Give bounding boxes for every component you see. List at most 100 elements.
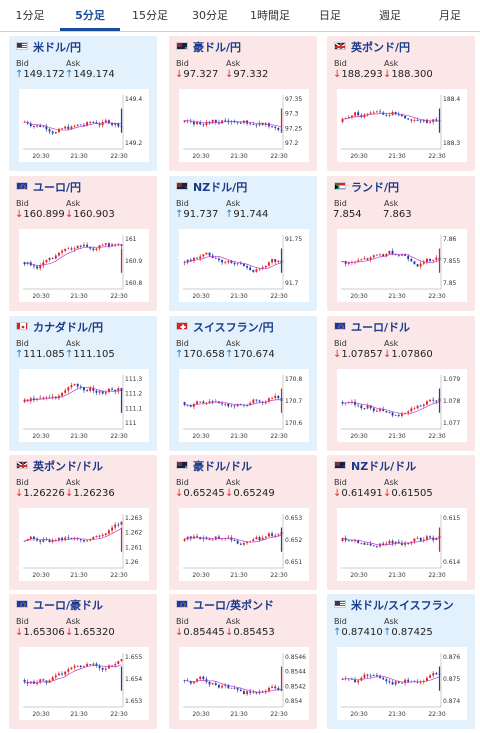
- candle-body: [385, 114, 388, 116]
- price-chart[interactable]: 161 160.9 160.8 20:30 21:30 22:30: [19, 229, 149, 302]
- candle-body: [382, 254, 385, 257]
- candle-body: [413, 120, 416, 121]
- candle-body: [366, 113, 369, 115]
- candle-body: [236, 540, 239, 544]
- x-tick-label: 20:30: [350, 153, 367, 160]
- currency-pair-name[interactable]: ユーロ/ドル: [351, 321, 411, 334]
- currency-pair-name[interactable]: ランド/円: [351, 181, 400, 194]
- currency-card[interactable]: スイスフラン/円 Bid Ask ↑170.658 ↑170.674 170.8 170.7…: [169, 316, 317, 451]
- tab-3[interactable]: 30分足: [192, 9, 228, 22]
- candle-body: [376, 111, 378, 113]
- candle-body: [208, 401, 211, 403]
- price-chart[interactable]: 0.615 0.614 20:30 21:30 22:30: [337, 508, 467, 581]
- currency-pair-name[interactable]: ユーロ/豪ドル: [33, 599, 104, 612]
- price-chart[interactable]: 0.876 0.875 0.874 20:30 21:30 22:30: [337, 647, 467, 720]
- candle-body: [255, 537, 258, 540]
- price-chart[interactable]: 91.75 91.7 20:30 21:30 22:30: [179, 229, 309, 302]
- price-chart[interactable]: 188.4 188.3 20:30 21:30 22:30: [337, 89, 467, 162]
- candle-body: [258, 122, 261, 126]
- candle-body: [341, 261, 344, 262]
- currency-pair-name[interactable]: ユーロ/円: [33, 181, 82, 194]
- candle-body: [271, 397, 273, 399]
- ask-value: ↑0.87425: [383, 627, 433, 638]
- currency-card[interactable]: ユーロ/豪ドル Bid Ask ↓1.65306 ↓1.65320 1.655 1.654 1…: [9, 594, 157, 729]
- tab-5[interactable]: 日足: [319, 9, 341, 22]
- flag-us-icon: [16, 42, 28, 50]
- candle-body: [36, 398, 38, 400]
- currency-card[interactable]: 豪ドル/円 Bid Ask ↓97.327 ↓97.332 97.35 97.3 97.25 9…: [169, 36, 317, 171]
- price-chart[interactable]: 0.653 0.652 0.651 20:30 21:30 22:30: [179, 508, 309, 581]
- y-tick-label: 91.7: [285, 280, 299, 287]
- price-chart[interactable]: 0.8546 0.8544 0.8542 0.854 20:30 21:30 22:30: [179, 647, 309, 720]
- candle-body: [274, 686, 277, 689]
- y-tick-label: 188.3: [443, 140, 460, 147]
- candle-body: [202, 401, 205, 404]
- ask-label: Ask: [66, 59, 81, 68]
- candle-body: [42, 126, 45, 128]
- currency-pair-name[interactable]: 英ポンド/円: [351, 41, 411, 54]
- currency-card[interactable]: ランド/円 Bid Ask 7.854 7.863 7.86 7.855 7.85 20:30 2…: [327, 176, 475, 311]
- price-chart[interactable]: 111.3 111.2 111.1 111 20:30 21:30 22:30: [19, 369, 149, 442]
- y-tick-label: 0.614: [443, 559, 460, 566]
- currency-card[interactable]: 英ポンド/円 Bid Ask ↓188.293 ↓188.300 188.4 188.3 20…: [327, 36, 475, 171]
- candle-body: [199, 401, 202, 403]
- candle-body: [274, 395, 277, 398]
- currency-card[interactable]: 豪ドル/ドル Bid Ask ↓0.65245 ↓0.65249 0.653 0.652 0.…: [169, 455, 317, 590]
- price-chart[interactable]: 149.4 149.2 20:30 21:30 22:30: [19, 89, 149, 162]
- currency-pair-name[interactable]: NZドル/ドル: [351, 460, 417, 473]
- x-tick-label: 21:30: [388, 711, 405, 718]
- currency-card[interactable]: 米ドル/スイスフラン Bid Ask ↑0.87410 ↑0.87425 0.876 0.8…: [327, 594, 475, 729]
- price-chart[interactable]: 1.263 1.262 1.261 1.26 20:30 21:30 22:30: [19, 508, 149, 581]
- candle-body: [385, 410, 388, 413]
- price-chart[interactable]: 170.8 170.7 170.6 20:30 21:30 22:30: [179, 369, 309, 442]
- currency-card[interactable]: 米ドル/円 Bid Ask ↑149.172 ↑149.174 149.4 149.2 20:…: [9, 36, 157, 171]
- tab-1[interactable]: 5分足: [60, 0, 120, 31]
- candle-body: [379, 409, 381, 411]
- currency-card[interactable]: NZドル/ドル Bid Ask ↓0.61491 ↓0.61505 0.615 0.614 2…: [327, 455, 475, 590]
- ask-value: ↑111.105: [65, 349, 115, 360]
- candle-body: [410, 119, 413, 121]
- currency-card[interactable]: ユーロ/ドル Bid Ask ↓1.07857 ↓1.07860 1.079 1.078 1.…: [327, 316, 475, 451]
- candle-body: [67, 387, 70, 391]
- tab-0[interactable]: 1分足: [15, 9, 45, 22]
- currency-card[interactable]: カナダドル/円 Bid Ask ↑111.085 ↑111.105 111.3 111.2 1…: [9, 316, 157, 451]
- price-chart[interactable]: 7.86 7.855 7.85 20:30 21:30 22:30: [337, 229, 467, 302]
- x-tick-label: 21:30: [388, 433, 405, 440]
- currency-card[interactable]: ユーロ/円 Bid Ask ↓160.899 ↓160.903 161 160.9 160.8…: [9, 176, 157, 311]
- currency-pair-name[interactable]: 豪ドル/ドル: [193, 460, 253, 473]
- candle-body: [252, 539, 255, 542]
- currency-pair-name[interactable]: 英ポンド/ドル: [33, 460, 104, 473]
- currency-card[interactable]: 英ポンド/ドル Bid Ask ↓1.26226 ↓1.26236 1.263 1.262 1…: [9, 455, 157, 590]
- candle-body: [218, 258, 220, 261]
- candle-body: [230, 260, 233, 264]
- moving-average-line: [24, 527, 122, 542]
- candle-body: [271, 686, 273, 688]
- currency-pair-name[interactable]: スイスフラン/円: [193, 321, 274, 334]
- currency-pair-name[interactable]: NZドル/円: [193, 181, 248, 194]
- currency-pair-name[interactable]: ユーロ/英ポンド: [193, 599, 275, 612]
- candle-body: [189, 405, 192, 407]
- currency-pair-name[interactable]: 米ドル/スイスフラン: [351, 599, 454, 612]
- candle-body: [357, 260, 360, 262]
- currency-pair-name[interactable]: カナダドル/円: [33, 321, 104, 334]
- price-chart[interactable]: 97.35 97.3 97.25 97.2 20:30 21:30 22:30: [179, 89, 309, 162]
- currency-pair-name[interactable]: 豪ドル/円: [193, 41, 242, 54]
- currency-card[interactable]: ユーロ/英ポンド Bid Ask ↓0.85445 ↓0.85453 0.8546 0.85…: [169, 594, 317, 729]
- currency-pair-name[interactable]: 米ドル/円: [33, 41, 82, 54]
- tab-4[interactable]: 1時間足: [250, 9, 290, 22]
- tab-7[interactable]: 月足: [439, 9, 461, 22]
- tab-6[interactable]: 週足: [379, 9, 401, 22]
- moving-average-line: [24, 244, 122, 266]
- candle-body: [230, 405, 233, 407]
- candle-body: [357, 680, 360, 683]
- price-chart[interactable]: 1.655 1.654 1.653 20:30 21:30 22:30: [19, 647, 149, 720]
- candle-body: [33, 126, 35, 127]
- x-tick-label: 21:30: [230, 572, 247, 579]
- candle-body: [83, 666, 85, 668]
- tab-2[interactable]: 15分足: [132, 9, 168, 22]
- x-tick-label: 20:30: [350, 293, 367, 300]
- currency-card[interactable]: NZドル/円 Bid Ask ↑91.737 ↑91.744 91.75 91.7 20:30…: [169, 176, 317, 311]
- x-tick-label: 22:30: [270, 433, 287, 440]
- price-chart[interactable]: 1.079 1.078 1.077 20:30 21:30 22:30: [337, 369, 467, 442]
- candle-body: [252, 691, 255, 693]
